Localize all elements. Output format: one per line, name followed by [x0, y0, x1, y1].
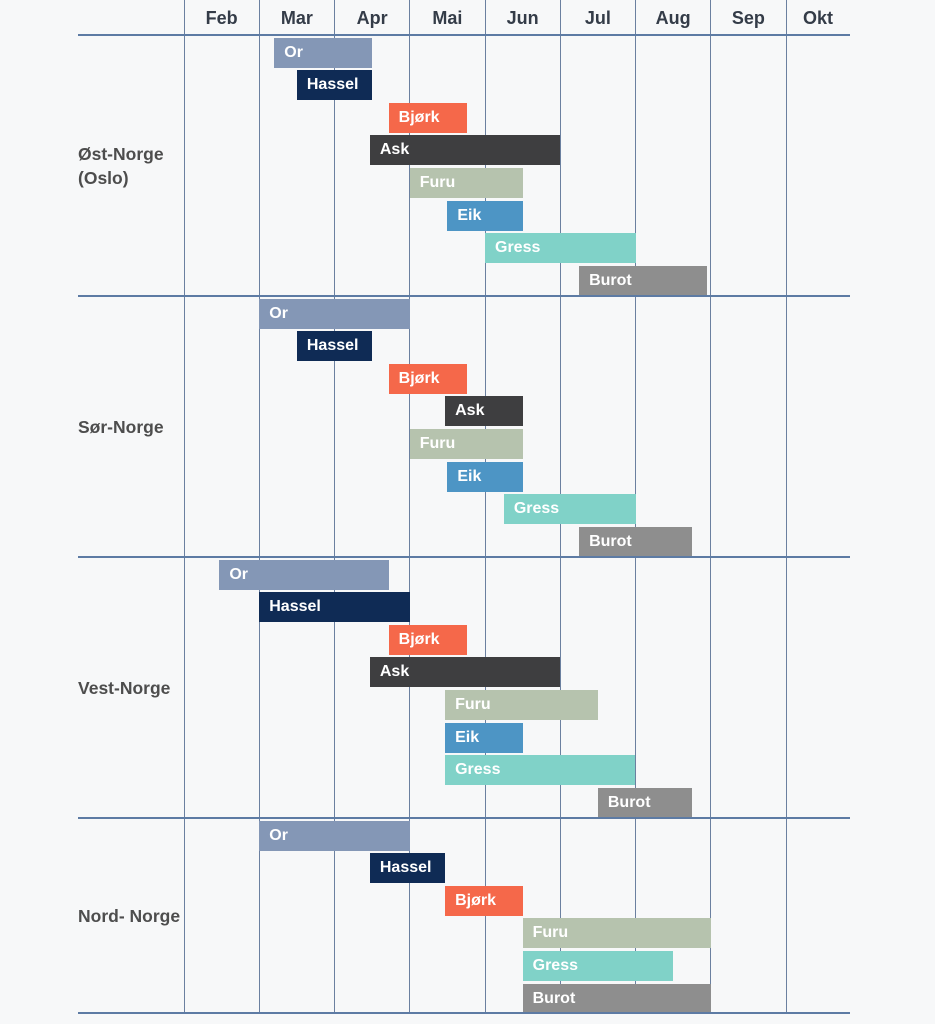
bar-vest-norge-or: Or: [219, 559, 389, 590]
bar-label-furu: Furu: [419, 174, 456, 191]
bar-ost-norge-oslo-hassel: Hassel: [296, 70, 373, 101]
bar-label-or: Or: [269, 826, 288, 844]
bar-ost-norge-oslo-or: Or: [274, 37, 373, 68]
bar-nord-norge-furu: Furu: [522, 918, 711, 949]
bar-sor-norge-ask: Ask: [445, 396, 523, 427]
month-label-jun: Jun: [506, 8, 539, 28]
header-rule: [78, 34, 850, 36]
bar-label-ask: Ask: [379, 663, 410, 681]
bar-nord-norge-or: Or: [259, 820, 410, 851]
gridline-jun-start: [484, 0, 486, 1013]
bar-label-gress: Gress: [513, 500, 560, 518]
gridline-aug-start: [635, 0, 636, 1013]
bar-label-hassel: Hassel: [269, 598, 321, 616]
bar-label-hassel: Hassel: [306, 337, 359, 355]
bar-vest-norge-hassel: Hassel: [259, 592, 410, 623]
bar-label-ask: Ask: [379, 141, 410, 159]
bar-label-eik: Eik: [457, 467, 482, 485]
section-separator: [78, 817, 850, 819]
bar-nord-norge-gress: Gress: [522, 951, 674, 981]
bar-label-burot: Burot: [532, 989, 576, 1007]
gridline-sep-start: [710, 0, 712, 1013]
bar-label-bjork: Bjørk: [398, 369, 440, 387]
month-label-mar: Mar: [280, 8, 313, 28]
month-label-mai: Mai: [432, 8, 463, 28]
bar-vest-norge-gress: Gress: [445, 755, 636, 786]
bar-label-burot: Burot: [607, 793, 651, 811]
region-label-nord-norge: Nord- Norge: [78, 905, 181, 926]
gridline-feb-start: [183, 0, 185, 1013]
gridline-apr-start: [334, 0, 335, 1013]
region-label-vest-norge: Vest-Norge: [78, 677, 171, 698]
month-label-okt: Okt: [802, 8, 833, 28]
bar-label-hassel: Hassel: [306, 76, 359, 94]
bar-vest-norge-bjork: Bjørk: [388, 624, 467, 655]
bar-label-bjork: Bjørk: [398, 630, 440, 648]
month-label-feb: Feb: [205, 8, 238, 28]
bar-sor-norge-eik: Eik: [447, 461, 523, 492]
bar-label-furu: Furu: [419, 435, 456, 452]
bar-label-bjork: Bjørk: [398, 108, 440, 126]
bar-ost-norge-oslo-burot: Burot: [579, 265, 707, 296]
bar-ost-norge-oslo-eik: Eik: [447, 200, 523, 231]
bar-vest-norge-furu: Furu: [445, 690, 598, 720]
bar-label-bjork: Bjørk: [455, 891, 497, 909]
bar-ost-norge-oslo-bjork: Bjørk: [388, 102, 467, 133]
bar-label-eik: Eik: [455, 728, 480, 746]
bottom-rule: [78, 1012, 850, 1014]
bar-label-burot: Burot: [589, 532, 632, 550]
region-label-ost-norge-oslo: Øst-Norge (Oslo): [78, 143, 164, 188]
bar-nord-norge-hassel: Hassel: [369, 853, 446, 884]
bar-sor-norge-bjork: Bjørk: [388, 363, 467, 394]
bar-vest-norge-burot: Burot: [597, 787, 692, 818]
bar-label-burot: Burot: [589, 271, 632, 289]
bar-ost-norge-oslo-ask: Ask: [369, 135, 561, 166]
bar-sor-norge-or: Or: [259, 298, 410, 329]
bar-nord-norge-bjork: Bjørk: [445, 885, 523, 916]
gridline-mar-start: [258, 0, 260, 1013]
bar-label-ask: Ask: [455, 402, 485, 420]
bar-label-eik: Eik: [457, 206, 482, 224]
bar-label-furu: Furu: [455, 696, 491, 713]
bar-vest-norge-ask: Ask: [369, 657, 561, 688]
bar-label-or: Or: [284, 43, 303, 61]
bar-sor-norge-burot: Burot: [579, 526, 692, 557]
bar-label-or: Or: [229, 565, 249, 583]
month-label-apr: Apr: [356, 8, 388, 28]
month-label-aug: Aug: [655, 8, 691, 28]
section-separator: [78, 556, 850, 558]
gridline-okt-start: [785, 0, 787, 1013]
bar-label-gress: Gress: [532, 957, 578, 974]
region-label-sor-norge: Sør-Norge: [78, 416, 164, 437]
month-label-sep: Sep: [731, 8, 765, 28]
bar-vest-norge-eik: Eik: [445, 722, 523, 753]
bar-sor-norge-hassel: Hassel: [296, 331, 373, 362]
bar-label-gress: Gress: [455, 761, 501, 779]
bar-label-gress: Gress: [495, 239, 541, 257]
gridline-mai-start: [409, 0, 411, 1013]
bar-ost-norge-oslo-gress: Gress: [485, 233, 636, 264]
bar-nord-norge-burot: Burot: [522, 983, 711, 1014]
bar-sor-norge-gress: Gress: [503, 494, 636, 525]
bar-label-furu: Furu: [532, 924, 569, 942]
bar-sor-norge-furu: Furu: [409, 429, 523, 459]
bar-label-or: Or: [269, 304, 288, 322]
bar-ost-norge-oslo-furu: Furu: [409, 168, 523, 198]
month-label-jul: Jul: [584, 8, 611, 28]
bar-label-hassel: Hassel: [379, 859, 432, 877]
section-separator: [78, 295, 850, 297]
